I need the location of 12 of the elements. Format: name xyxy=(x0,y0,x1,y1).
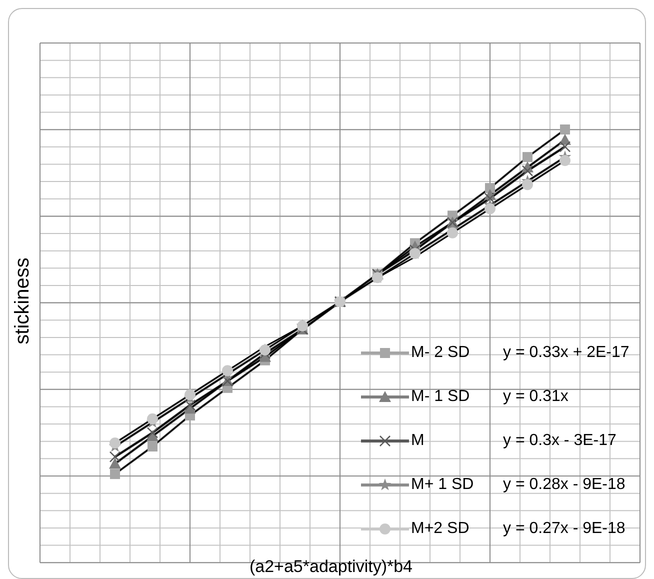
annotation: y = 0.33x + 2E-17 xyxy=(503,344,630,362)
y-axis-title: stickiness xyxy=(12,258,34,344)
legend-label: M xyxy=(411,432,426,450)
text: y = 0.27x - 9E-18 xyxy=(503,520,626,538)
legend-label: M+2 SD xyxy=(411,520,470,538)
legend-label: M- 2 SD xyxy=(411,344,471,362)
x-axis-title: (a2+a5*adaptivity)*b4 xyxy=(249,557,413,577)
text: y = 0.28x - 9E-18 xyxy=(503,476,626,494)
annotation: y = 0.31x xyxy=(503,388,568,406)
legend-label: M- 1 SD xyxy=(411,388,471,406)
legend-label: M+ 1 SD xyxy=(411,476,475,494)
annotation: y = 0.3x - 3E-17 xyxy=(503,432,616,450)
